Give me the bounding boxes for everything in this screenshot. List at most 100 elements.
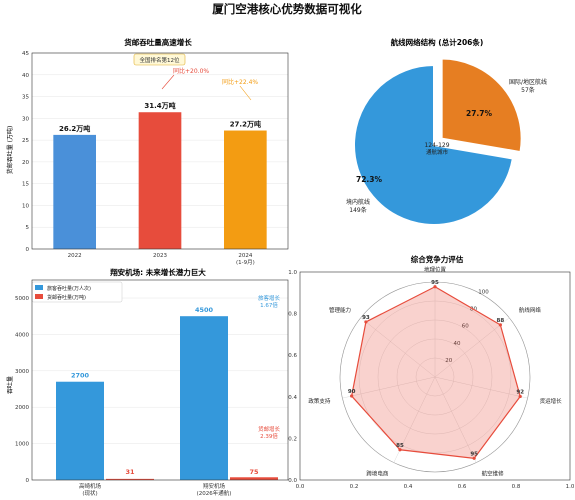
- rank-annotation-text: 全国排名第12位: [140, 56, 180, 64]
- y-tick-label: 1000: [15, 442, 29, 448]
- cargo-y-axis-label: 货邮吞吐量 (万吨): [6, 126, 14, 175]
- rank-annotation: 全国排名第12位: [133, 53, 186, 66]
- cargo-plot-frame: [31, 52, 289, 250]
- radar-point: [364, 320, 368, 324]
- xiangan-y-axis-label: 吞吐量: [6, 376, 14, 394]
- y-tick-label: 0: [26, 478, 30, 484]
- bar-value-label: 26.2万吨: [59, 124, 90, 133]
- legend-swatch-cargo: [35, 294, 43, 299]
- radar-axis-label: 货运增长: [540, 397, 563, 405]
- growth-2023-annotation: 同比+20.0%: [173, 67, 209, 75]
- y-tick-label: 15: [22, 182, 29, 188]
- x-tick-label: 2023: [153, 253, 167, 259]
- x-tick-label: 高崎机场: [79, 482, 102, 490]
- passenger-growth-label: 旅客增长: [258, 294, 281, 302]
- xiangan-chart-title: 翔安机场: 未来增长潜力巨大: [109, 267, 206, 277]
- route-network-chart: 航线网络结构 (总计206条) 72.3% 27.7% 境内航线 149条 国际…: [346, 37, 547, 226]
- growth-2024-annotation: 同比+22.4%: [222, 78, 258, 86]
- y-tick-label: 0: [26, 247, 30, 253]
- frame-x-tick: 0.6: [458, 484, 467, 490]
- radar-point: [398, 448, 402, 452]
- x-tick-label: (1-9月): [236, 259, 255, 266]
- radar-axis-label: 航空维修: [482, 470, 505, 478]
- pie-center-number: 124-129: [424, 142, 449, 149]
- frame-x-tick: 0.2: [350, 484, 359, 490]
- radar-value-label: 92: [516, 389, 524, 395]
- radar-point: [518, 394, 522, 399]
- passenger-bar: [180, 316, 228, 480]
- cargo-chart-title: 货邮吞吐量高速增长: [123, 37, 192, 47]
- radar-spoke: [434, 317, 510, 378]
- radar-axis-label: 政策支持: [308, 397, 331, 405]
- cargo-chart: 货邮吞吐量高速增长 货邮吞吐量 (万吨) 051015202530354045 …: [6, 37, 289, 266]
- radar-axis-label: 航线网络: [519, 306, 542, 314]
- radar-point: [433, 285, 437, 289]
- radar-value-label: 90: [348, 389, 356, 395]
- pie-slice-count-domestic: 149条: [349, 206, 366, 214]
- radar-point: [350, 394, 354, 398]
- bar-value-label: 31: [125, 468, 135, 476]
- frame-x-tick: 1.0: [566, 484, 575, 490]
- bar-value-label: 31.4万吨: [144, 101, 175, 110]
- frame-x-tick: 0.4: [404, 484, 413, 490]
- growth-2023-arrow: [161, 74, 175, 90]
- radar-r-tick: 20: [445, 358, 452, 364]
- passenger-bar: [56, 381, 104, 480]
- bar-value-label: 75: [249, 468, 259, 476]
- competitiveness-radar: 综合竞争力评估 0.0 0.2 0.4 0.6 0.8 1.0 0.0 0.2 0.4 0.6 0…: [288, 254, 575, 490]
- radar-spoke: [342, 376, 436, 399]
- cargo-growth-label: 货邮增长: [258, 425, 281, 433]
- pie-center-caption: 通航城市: [426, 148, 449, 156]
- frame-x-tick: 0.8: [512, 484, 521, 490]
- radar-value-label: 85: [396, 443, 404, 449]
- pie-slice-name-domestic: 境内航线: [346, 198, 370, 206]
- cargo-bar: [230, 477, 278, 480]
- bar-value-label: 2700: [71, 372, 90, 380]
- frame-y-tick: 0.8: [288, 312, 297, 318]
- growth-2024-arrow: [239, 85, 252, 101]
- radar-axis-label: 跨境电商: [366, 470, 389, 478]
- radar-spoke: [360, 317, 436, 378]
- xiangan-plot-frame: [31, 279, 289, 481]
- cargo-bar: [224, 130, 267, 249]
- radar-spoke: [434, 376, 528, 399]
- radar-axis-label: 管理能力: [329, 306, 351, 314]
- radar-value-label: 95: [431, 280, 439, 286]
- cargo-bar: [106, 478, 154, 480]
- radar-axis-label: 地理位置: [424, 266, 447, 274]
- radar-frame: [299, 271, 571, 481]
- frame-x-tick: 0.0: [296, 484, 305, 490]
- pie-pct-label-international: 27.7%: [466, 109, 493, 118]
- pie-slice-name-international: 国际/地区航线: [509, 78, 547, 86]
- pie-pct-label-domestic: 72.3%: [356, 175, 383, 184]
- y-tick-label: 10: [22, 203, 29, 209]
- route-network-title: 航线网络结构 (总计206条): [391, 37, 484, 47]
- bar-value-label: 4500: [195, 306, 214, 314]
- y-tick-label: 40: [22, 73, 29, 79]
- x-tick-label: (2026年通航): [197, 489, 232, 497]
- y-tick-label: 4000: [15, 332, 29, 338]
- radar-value-label: 88: [497, 318, 505, 324]
- y-tick-label: 5: [26, 225, 30, 231]
- xiangan-legend: 旅客吞吐量(万人次) 货邮吞吐量(万吨): [31, 281, 123, 303]
- frame-y-tick: 0.2: [288, 436, 297, 442]
- pie-slice: [353, 63, 515, 226]
- radar-point: [498, 323, 502, 327]
- radar-r-tick: 60: [462, 324, 469, 330]
- x-tick-label: 2022: [68, 253, 82, 259]
- y-tick-label: 5000: [15, 296, 29, 302]
- frame-y-tick: 1.0: [288, 270, 297, 276]
- figure-title: 厦门空港核心优势数据可视化: [212, 2, 362, 16]
- radar-value-label: 93: [362, 315, 370, 321]
- x-tick-label: (现状): [82, 489, 97, 497]
- rank-annotation-box: [133, 53, 186, 66]
- radar-point: [472, 456, 476, 460]
- legend-label-cargo: 货邮吞吐量(万吨): [47, 294, 86, 301]
- cargo-growth-value: 2.39倍: [260, 432, 278, 440]
- passenger-growth-value: 1.67倍: [260, 301, 278, 309]
- radar-r-tick: 40: [453, 341, 460, 347]
- pie-slice-count-international: 57条: [521, 86, 535, 94]
- radar-title: 综合竞争力评估: [411, 254, 464, 264]
- legend-swatch-passenger: [35, 285, 43, 290]
